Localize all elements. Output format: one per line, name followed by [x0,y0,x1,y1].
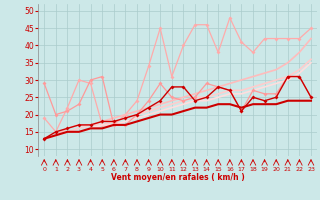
X-axis label: Vent moyen/en rafales ( km/h ): Vent moyen/en rafales ( km/h ) [111,174,244,182]
